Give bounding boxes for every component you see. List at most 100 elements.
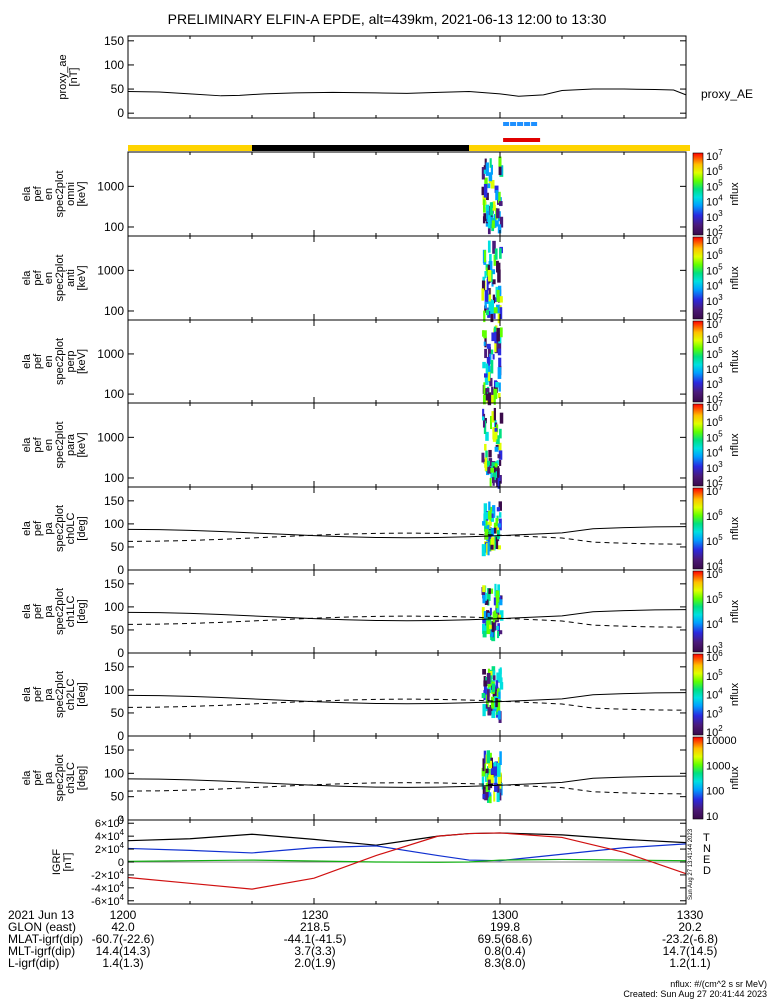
heatmap-cell [482,623,486,634]
heatmap-cell [495,697,498,708]
y-axis-label: ela [21,186,33,202]
colorbar-tick-label: 107 [706,316,723,331]
heatmap-cell [494,782,498,792]
heatmap-cell [481,776,485,790]
heatmap-cell [499,677,503,684]
heatmap-cell [493,619,497,631]
y-tick-label: 50 [111,790,125,804]
y-axis-label: ela [21,270,33,286]
heatmap-cell [489,377,493,387]
heatmap-cell [486,192,489,201]
heatmap-cell [491,332,495,342]
heatmap-cell [481,167,485,180]
heatmap-cell [490,537,495,551]
heatmap-cell [485,599,489,605]
heatmap-cell [497,393,501,399]
y-tick-label: 150 [104,660,124,674]
heatmap-cell [490,179,495,189]
heatmap-cell [496,792,500,803]
y-tick-label: 0 [118,857,124,869]
y-axis-label: spec2plot [54,588,66,635]
y-axis-label: IGRF [51,849,63,876]
heatmap-cell [483,250,487,263]
heatmap-cell [485,519,488,526]
heatmap-cell [498,614,502,620]
heatmap-cell [491,411,495,423]
heatmap-cell [494,583,497,597]
colorbar-tick-label: 106 [706,649,723,664]
heatmap-cell [482,619,486,624]
y-axis-label: en [43,188,55,200]
colorbar-tick-label: 103 [706,705,723,720]
heatmap-cell [495,435,500,445]
heatmap-cell [482,703,486,717]
heatmap-cell [489,415,493,430]
y-axis-label: [keV] [76,432,88,457]
heatmap-cell [487,372,491,382]
axis-row-value: 69.5(68.6) [477,932,533,946]
heatmap-cell [485,162,489,176]
heatmap-cell [499,216,504,228]
heatmap-cell [486,672,491,684]
heatmap-cell [481,767,486,777]
igrf-legend-E: E [703,854,710,866]
y-tick-label: 1000 [97,347,124,361]
heatmap-cell [481,452,485,463]
colorbar-tick-label: 106 [706,247,723,262]
colorbar-tick-label: 104 [706,194,723,209]
y-axis-label: spec2plot [54,338,66,385]
y-axis-label: ela [21,603,33,619]
heatmap-cell [490,311,494,323]
heatmap-cell [489,607,492,615]
heatmap-cell [497,710,501,720]
heatmap-cell [499,442,502,456]
panel-frame [127,151,687,237]
axis-row-value: 1230 [301,908,329,922]
heatmap-cell [483,382,486,394]
heatmap-cell [483,611,487,622]
axis-row-value: 218.5 [299,920,331,934]
colorbar-tick-label: 105 [706,533,723,548]
heatmap-cell [481,416,485,421]
heatmap-cell [484,177,488,189]
heatmap-cell [482,413,486,428]
heatmap-cell [485,450,488,458]
heatmap-cell [499,296,503,303]
heatmap-cell [483,750,487,764]
colorbar-label: nflux [729,766,741,790]
y-axis-label: ch2LC [65,679,77,711]
heatmap-cell [493,313,496,319]
heatmap-cell [498,501,502,511]
heatmap-cell [493,675,496,681]
colorbar-tick-label: 100 [706,786,724,798]
axis-row-label: GLON (east) [8,920,77,934]
heatmap-cell [487,240,491,253]
panel-proxy_ae: proxy_AE 0 50 100 150 proxy_ae [nT] [57,34,753,120]
heatmap-cell [481,280,485,291]
heatmap-cell [497,523,501,528]
heatmap-cell [486,542,489,555]
heatmap-cell [495,680,499,689]
heatmap-cell [494,463,498,468]
y-axis-label: ela [21,520,33,536]
heatmap-cell [488,458,493,472]
colorbar-label: nflux [729,516,741,540]
heatmap-cell [488,588,491,595]
heatmap-cell [496,785,500,793]
heatmap-cell [489,794,492,804]
heatmap-cell [484,301,487,309]
side-timestamp: Sun Aug 27 13:41:44 2023 [688,828,694,900]
heatmap-cell [499,327,503,338]
y-axis-label: ela [21,353,33,369]
heatmap-cell [485,511,489,520]
heatmap-cell [483,310,486,323]
heatmap-cell [486,388,490,393]
heatmap-cell [490,467,494,473]
heatmap-cell [488,530,492,535]
heatmap-cell [498,512,502,518]
units-note: nflux: #/(cm^2 s sr MeV) [670,979,767,989]
